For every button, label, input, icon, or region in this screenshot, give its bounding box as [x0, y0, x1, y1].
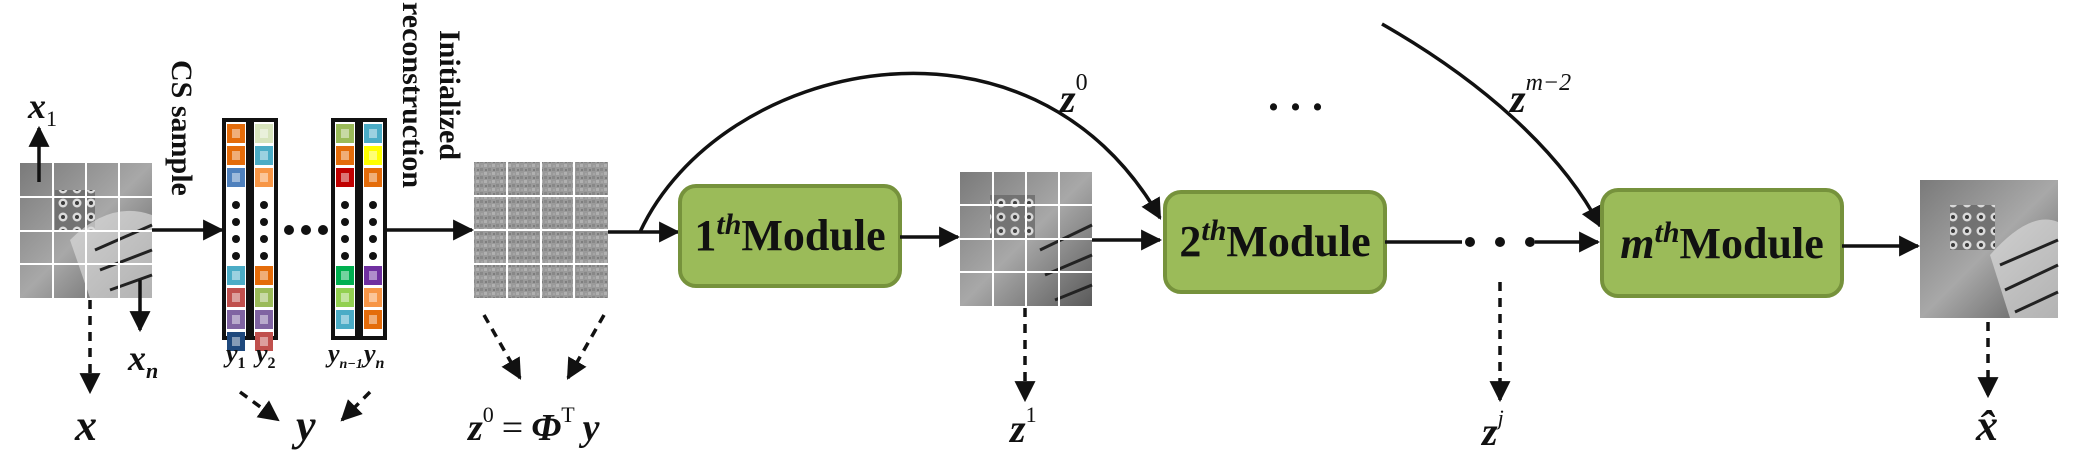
measurement-block [227, 332, 245, 351]
measurement-block-highlight [232, 337, 240, 346]
z0-left-dashed-arrow [482, 314, 522, 380]
measurement-block-highlight [341, 271, 349, 280]
module-m-label: mthModule [1620, 216, 1824, 268]
measurement-block [255, 146, 273, 165]
measurement-block-highlight [341, 315, 349, 324]
module-m: mthModule [1600, 188, 1844, 298]
y1-label: y1 [223, 339, 246, 372]
initial-reconstruction-image [474, 162, 608, 298]
module-2: 2thModule [1163, 190, 1387, 294]
measurement-block-highlight [232, 293, 240, 302]
measurement-block [364, 310, 382, 329]
y2-label: y2 [253, 339, 276, 372]
measurement-block-highlight [369, 129, 377, 138]
measurement-columns [222, 118, 387, 351]
measurement-block [364, 124, 382, 143]
measurement-block [336, 146, 354, 165]
x1-label: x1 [27, 86, 57, 131]
yn-label: yn [361, 339, 385, 372]
z0-equation: z0 = ΦT y [466, 402, 600, 449]
top-ellipsis: . . . [1268, 71, 1323, 120]
zj-label: zj [1480, 405, 1504, 454]
measurement-block [255, 168, 273, 187]
y-left-dashed-arrow [238, 390, 280, 422]
measurement-block-highlight [369, 271, 377, 280]
measurement-block-highlight [369, 315, 377, 324]
measurement-block-highlight [260, 151, 268, 160]
measurement-block [336, 168, 354, 187]
measurement-block [255, 124, 273, 143]
measurement-block-highlight [232, 173, 240, 182]
zm2-skip-arrow [1381, 22, 1602, 228]
z0-right-dashed-arrow [566, 314, 606, 380]
measurement-block-highlight [341, 129, 349, 138]
intermediate-image-z1 [960, 172, 1093, 306]
initialized-label: Initialized [433, 30, 466, 160]
z1-label: z1 [1008, 402, 1037, 451]
measurement-block-highlight [341, 151, 349, 160]
measurement-block [255, 310, 273, 329]
module-2-label: 2thModule [1179, 214, 1370, 266]
measurement-block-highlight [369, 173, 377, 182]
y-right-dashed-arrow [340, 390, 372, 422]
input-image [20, 163, 153, 298]
measurement-block [336, 310, 354, 329]
measurement-block-highlight [232, 129, 240, 138]
measurement-block-highlight [260, 173, 268, 182]
measurement-block [227, 310, 245, 329]
measurement-block-highlight [232, 271, 240, 280]
measurement-block-highlight [369, 293, 377, 302]
xhat-label: x̂ [1975, 401, 1998, 450]
measurement-block [227, 124, 245, 143]
module-1-label: 1thModule [694, 208, 885, 260]
measurement-block [364, 146, 382, 165]
reconstruction-label: reconstruction [396, 2, 429, 188]
measurement-block [227, 288, 245, 307]
module-1: 1thModule [678, 184, 902, 288]
middle-dots [1465, 237, 1535, 247]
measurement-block [336, 124, 354, 143]
yn1-label: yn−1 [325, 339, 363, 372]
measurement-block-highlight [232, 315, 240, 324]
measurement-block-highlight [341, 293, 349, 302]
measurement-block [227, 168, 245, 187]
zm2-label: zm−2 [1508, 70, 1571, 121]
measurement-block-highlight [260, 337, 268, 346]
measurement-block [336, 266, 354, 285]
measurement-block-highlight [260, 315, 268, 324]
x-label: x [74, 401, 97, 450]
measurement-block [255, 332, 273, 351]
z0-top-label: z0 [1058, 70, 1088, 121]
cs-sample-label: CS sample [165, 60, 198, 196]
measurement-block-highlight [260, 129, 268, 138]
y-label: y [291, 401, 316, 450]
measurement-block-highlight [260, 271, 268, 280]
measurement-block [364, 266, 382, 285]
measurement-block [255, 288, 273, 307]
xn-label: xn [127, 338, 158, 383]
measurement-block-highlight [232, 151, 240, 160]
measurement-block-highlight [341, 173, 349, 182]
measurement-block [255, 266, 273, 285]
z0-skip-arrow [638, 71, 1162, 233]
measurement-block [227, 146, 245, 165]
measurement-block-highlight [260, 293, 268, 302]
measurement-block [336, 288, 354, 307]
measurement-block-highlight [369, 151, 377, 160]
measurement-block [227, 266, 245, 285]
output-image [1920, 180, 2059, 318]
measurement-block [364, 288, 382, 307]
measurement-block [364, 168, 382, 187]
